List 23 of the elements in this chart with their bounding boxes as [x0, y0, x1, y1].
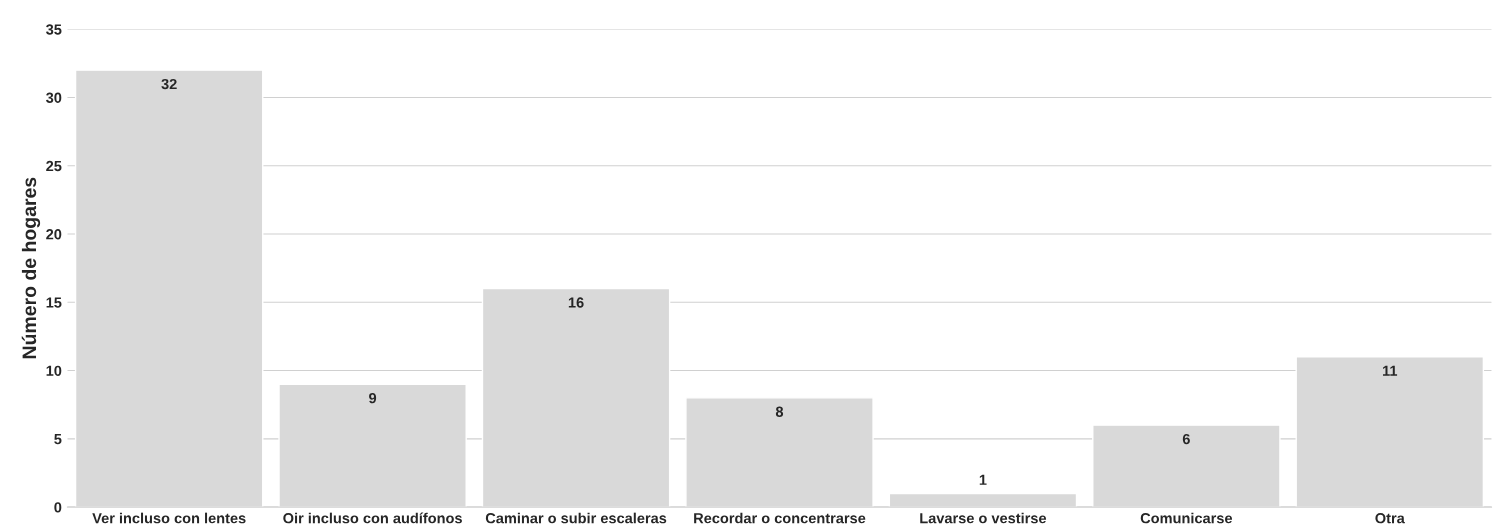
y-tick-label: 35 [46, 24, 62, 35]
x-tick-label: Otra [1375, 513, 1405, 524]
data-label: 6 [1182, 433, 1190, 445]
data-label: 9 [369, 392, 377, 404]
x-tick-label: Lavarse o vestirse [920, 512, 1047, 524]
y-tick-label: 30 [46, 92, 62, 103]
y-tick-label: 25 [46, 160, 62, 172]
x-tick-label: Ver incluso con lentes [92, 512, 246, 524]
data-label: 32 [161, 78, 177, 90]
x-tick-label: Oir incluso con audífonos [283, 512, 462, 524]
y-tick-label: 0 [54, 502, 62, 513]
data-label: 11 [1383, 365, 1398, 376]
y-axis-title: Número de hogares [21, 177, 41, 359]
data-label: 1 [979, 474, 987, 485]
x-tick-label: Caminar o subir escaleras [485, 512, 667, 524]
x-tick-label: Comunicarse [1140, 512, 1233, 524]
y-tick-label: 10 [46, 365, 62, 376]
data-label: 8 [775, 406, 784, 417]
y-tick-label: 20 [46, 229, 62, 240]
y-tick-label: 5 [54, 434, 62, 445]
x-tick-label: Recordar o concentrarse [694, 512, 866, 524]
y-tick-label: 15 [46, 297, 62, 308]
data-label: 16 [568, 297, 584, 308]
